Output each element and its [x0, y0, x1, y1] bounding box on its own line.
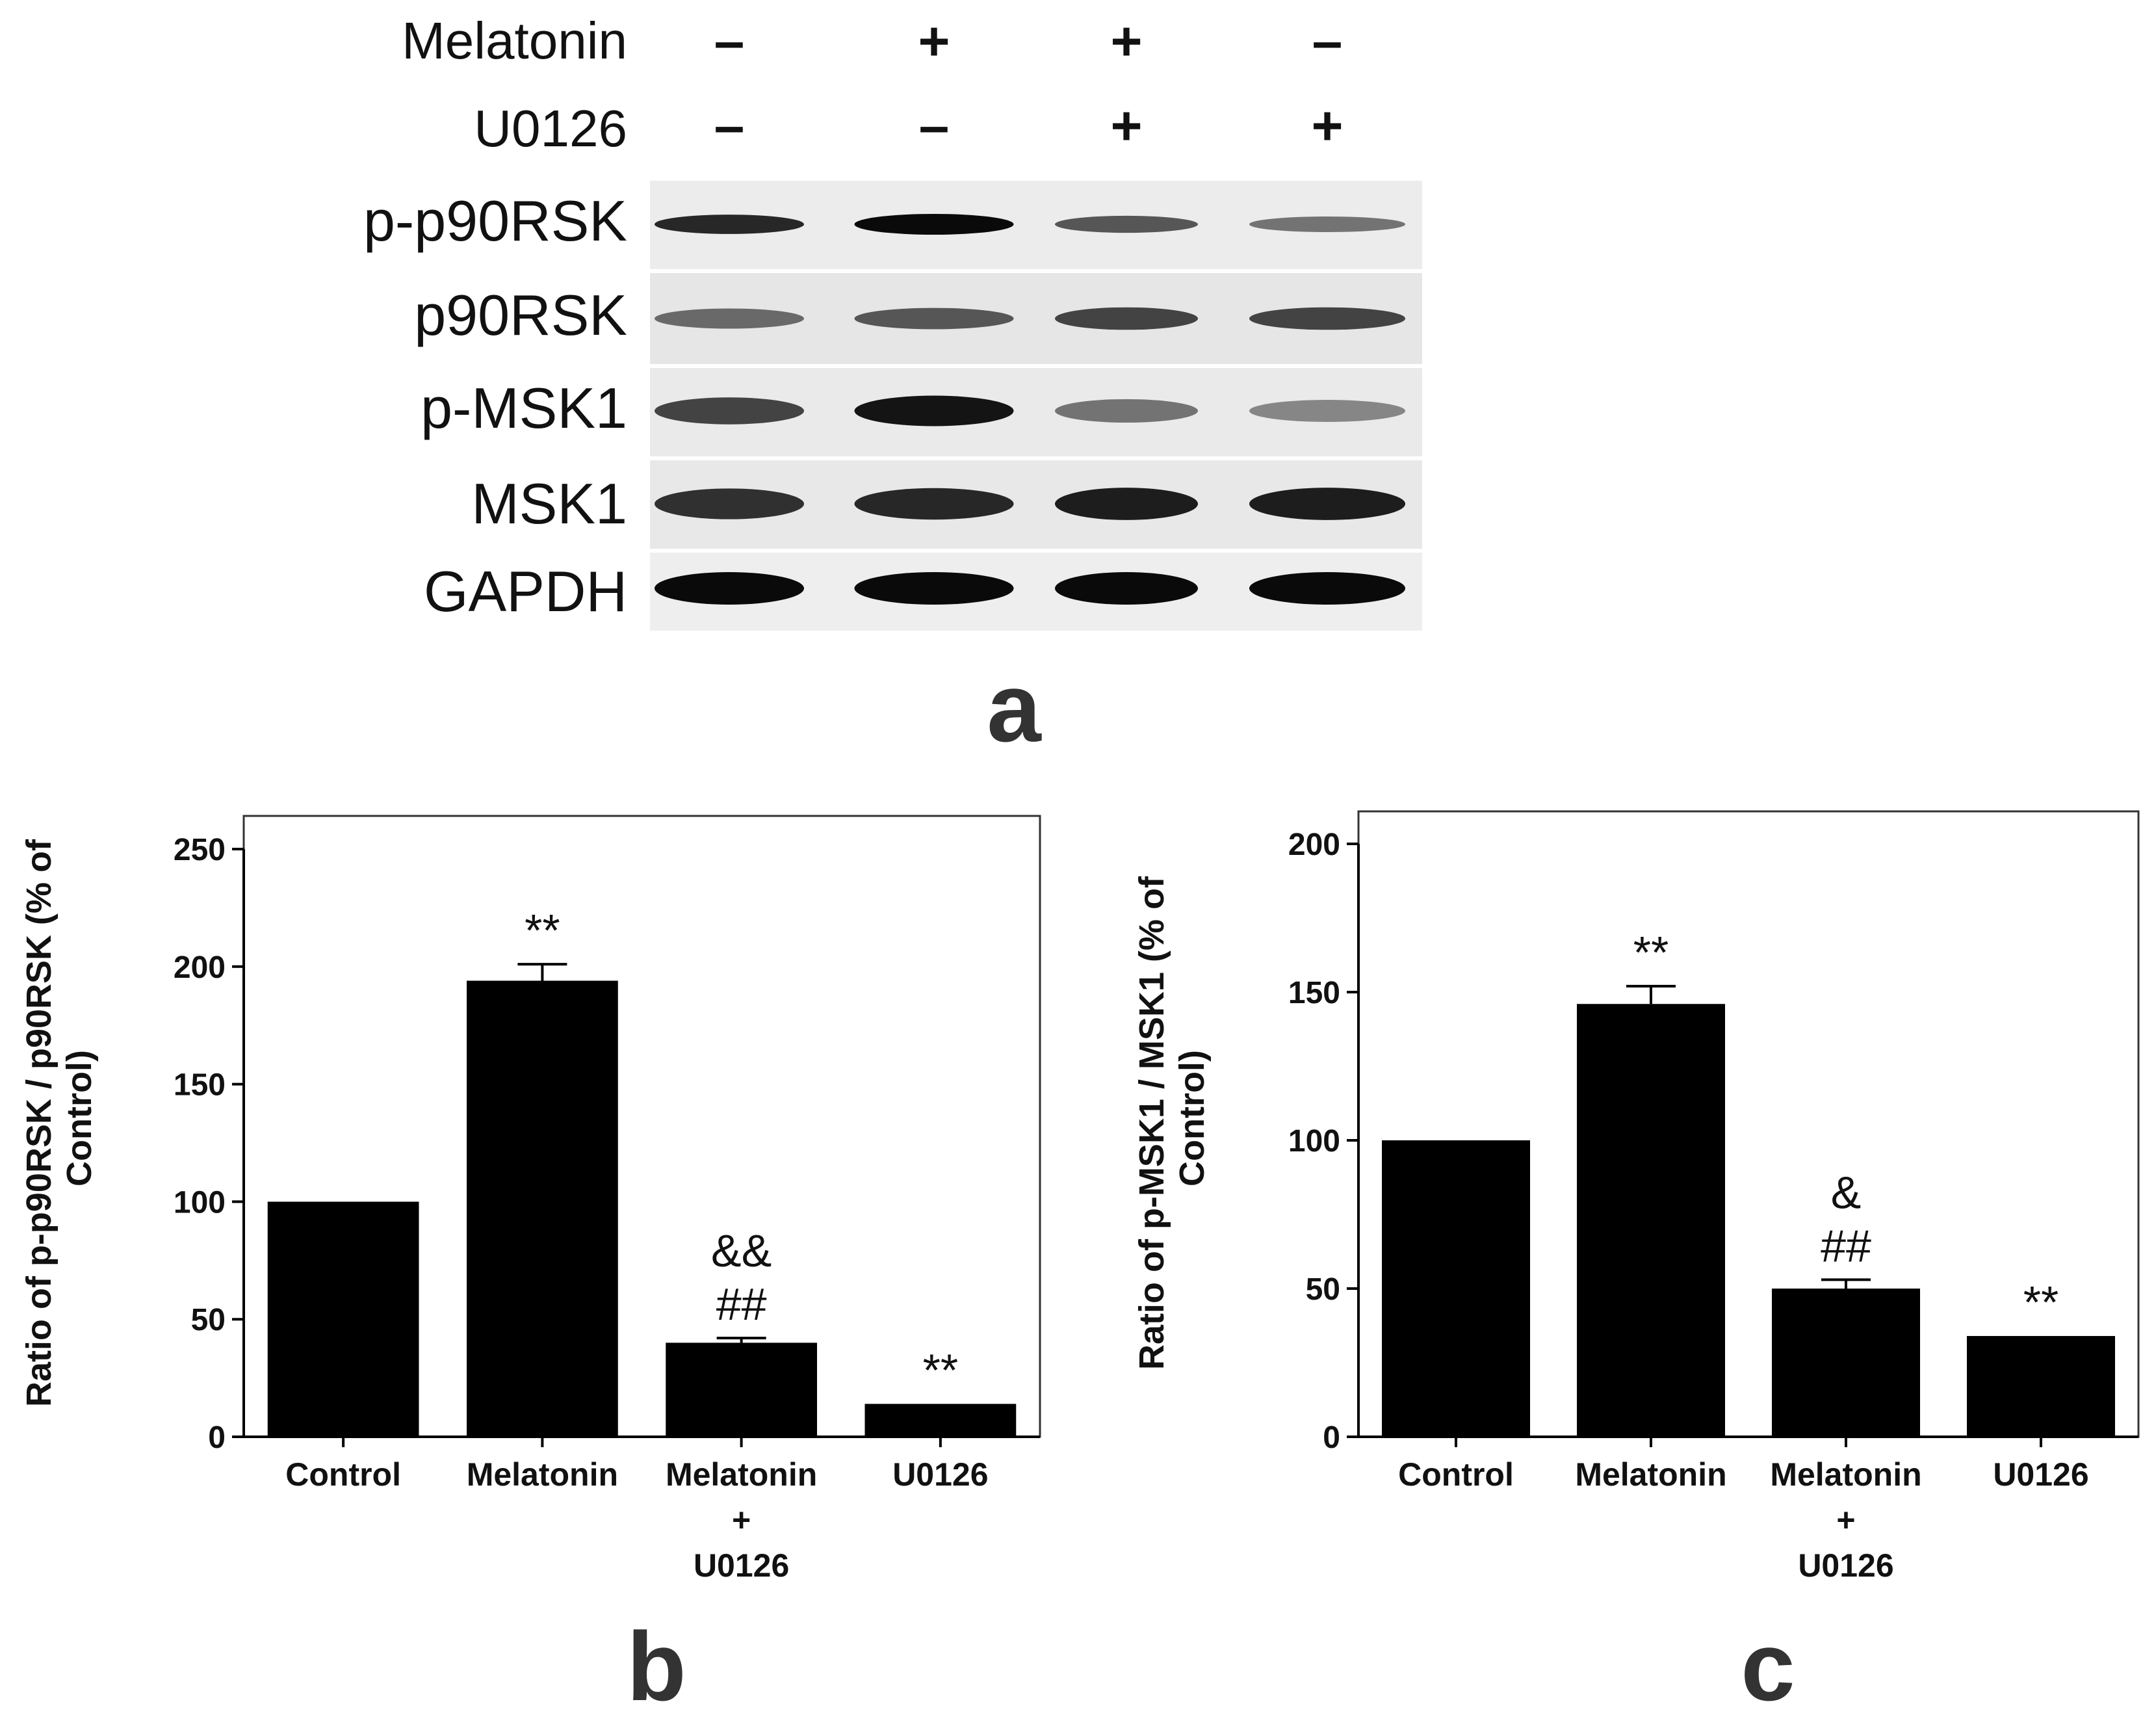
x-tick-label: Melatonin	[1770, 1456, 1921, 1493]
blot-band	[655, 572, 804, 605]
band-label: MSK1	[471, 471, 627, 536]
bar	[467, 980, 618, 1437]
panel-label-a: a	[987, 653, 1042, 762]
bars	[267, 963, 1017, 1437]
blot-band	[854, 395, 1014, 426]
blot-band	[854, 214, 1014, 235]
blot-band	[1249, 488, 1405, 520]
bar-chart-c: 0 50 100 150 200 Control Melatonin Melatonin + U…	[1132, 810, 2140, 1717]
blot-band	[1249, 216, 1405, 233]
blot-band	[655, 488, 804, 519]
condition-sign: +	[1110, 10, 1142, 72]
blot-band	[1055, 215, 1198, 233]
condition-sign: +	[918, 10, 950, 72]
x-tick-label: U0126	[1798, 1547, 1893, 1584]
band-label: GAPDH	[424, 559, 627, 623]
significance-annotations: ** &## **	[1633, 927, 2059, 1328]
condition-sign: –	[919, 95, 950, 156]
bar	[1967, 1335, 2115, 1437]
bar	[666, 1343, 817, 1437]
bar	[1577, 1004, 1725, 1437]
y-tick-label: 200	[174, 950, 226, 985]
blot-band	[1055, 488, 1198, 520]
y-tick-label: 0	[208, 1421, 226, 1455]
condition-sign: –	[1312, 10, 1343, 72]
x-tick-label: Control	[285, 1456, 401, 1493]
bar-chart-b: 0 50 100 150 200 250 Control Melatonin Melatoni…	[19, 815, 1041, 1717]
y-tick-label: 100	[1288, 1124, 1340, 1159]
significance-marker: **	[923, 1344, 958, 1395]
x-tick-label: Control	[1398, 1456, 1514, 1493]
significance-marker: &&	[711, 1225, 772, 1276]
significance-marker: **	[2023, 1277, 2059, 1328]
bar	[267, 1201, 419, 1437]
x-tick-label: U0126	[1993, 1456, 2088, 1493]
y-axis-title: Ratio of p-MSK1 / MSK1 (% of Control)	[1132, 867, 1212, 1370]
bar	[1772, 1289, 1920, 1437]
x-tick-label: U0126	[694, 1547, 789, 1584]
blot-band	[854, 572, 1014, 605]
blot-band	[1249, 572, 1405, 605]
significance-marker: &	[1831, 1167, 1862, 1218]
x-tick-label: U0126	[892, 1456, 988, 1493]
x-axis-categories: Control Melatonin Melatonin + U0126 U0126	[285, 1456, 988, 1584]
y-tick-label: 150	[174, 1068, 226, 1103]
bar	[864, 1404, 1017, 1437]
condition-label-u0126: U0126	[474, 99, 627, 157]
x-axis-categories: Control Melatonin Melatonin + U0126 U0126	[1398, 1456, 2089, 1584]
panel-label-b: b	[627, 1612, 686, 1717]
band-label: p90RSK	[414, 283, 627, 347]
x-tick-label: +	[1836, 1502, 1855, 1538]
condition-sign: +	[1110, 95, 1142, 156]
x-tick-label: +	[732, 1502, 751, 1538]
blot-band	[1055, 399, 1198, 423]
band-label: p-MSK1	[421, 376, 627, 440]
significance-marker: ##	[716, 1279, 767, 1330]
x-tick-label: Melatonin	[666, 1456, 817, 1493]
y-tick-label: 200	[1288, 828, 1340, 862]
blot-bands	[655, 214, 1405, 605]
bars	[1382, 984, 2115, 1437]
significance-marker: **	[525, 905, 560, 956]
panel-label-c: c	[1741, 1612, 1795, 1717]
condition-sign: +	[1311, 95, 1343, 156]
blot-band	[1055, 572, 1198, 605]
y-tick-label: 50	[191, 1303, 226, 1337]
significance-marker: **	[1633, 927, 1669, 978]
y-tick-label: 250	[174, 833, 226, 867]
y-axis-title: Ratio of p-p90RSK / p90RSK (% of Control…	[19, 830, 99, 1407]
x-tick-label: Melatonin	[1575, 1456, 1726, 1493]
y-tick-label: 50	[1306, 1272, 1340, 1307]
blot-band	[655, 397, 804, 425]
x-tick-label: Melatonin	[467, 1456, 618, 1493]
blot-band	[854, 308, 1014, 330]
blot-band	[854, 488, 1014, 520]
blot-band	[655, 308, 804, 329]
western-blot-panel: Melatonin – + + – U0126 – – + + p-p90RSK…	[363, 10, 1422, 762]
blot-band	[655, 215, 804, 234]
y-tick-label: 150	[1288, 976, 1340, 1010]
y-axis: 0 50 100 150 200 250	[174, 833, 1040, 1455]
condition-sign: –	[714, 10, 745, 72]
significance-annotations: ** &&## **	[525, 905, 958, 1395]
y-tick-label: 0	[1323, 1421, 1340, 1455]
blot-band	[1249, 307, 1405, 330]
blot-band	[1055, 307, 1198, 330]
condition-label-melatonin: Melatonin	[402, 12, 627, 70]
blot-band	[1249, 400, 1405, 422]
band-label: p-p90RSK	[363, 189, 627, 253]
y-tick-label: 100	[174, 1185, 226, 1220]
bar	[1382, 1140, 1530, 1437]
significance-marker: ##	[1821, 1220, 1871, 1271]
condition-sign: –	[714, 95, 745, 156]
